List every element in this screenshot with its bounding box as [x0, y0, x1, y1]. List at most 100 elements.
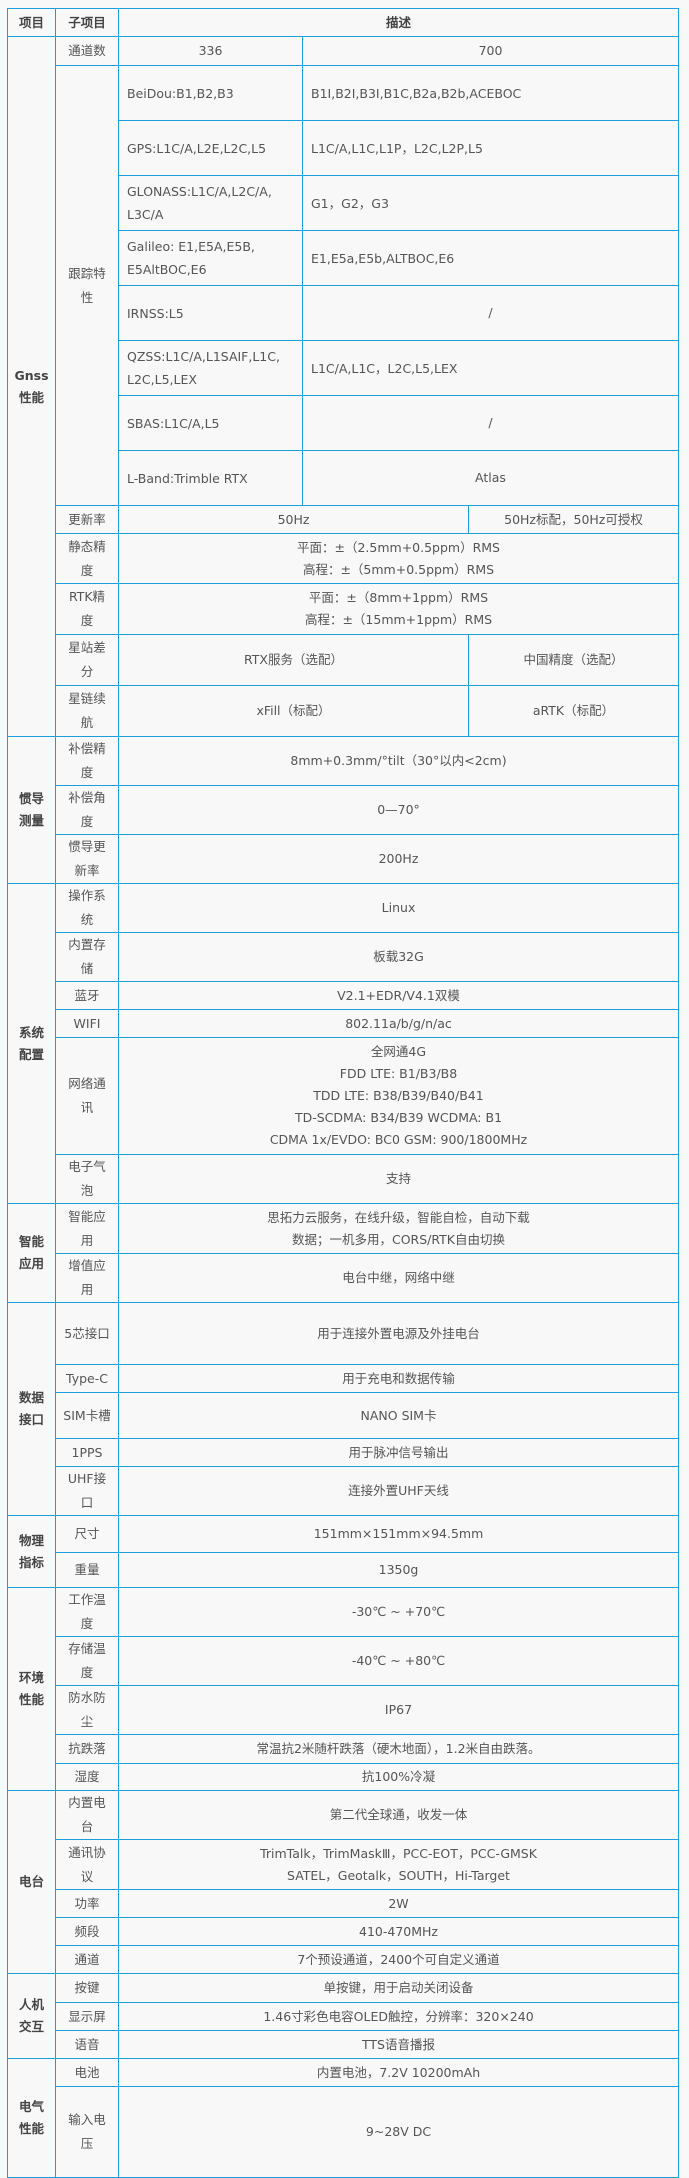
table-row: 人机 交互 按键 单按键，用于启动关闭设备: [7, 1973, 679, 2059]
subitem-label: 更新率: [55, 505, 119, 534]
description-cell: xFill（标配）: [118, 685, 469, 737]
cell-line: 抗100%冷凝: [361, 1769, 436, 1784]
cell-line: 智能: [18, 1234, 44, 1249]
cell-line: 性能: [18, 1692, 44, 1707]
description-cell: 常温抗2米随杆跌落（硬木地面），1.2米自由跌落。: [118, 1734, 679, 1764]
section-label: 人机 交互: [7, 1973, 56, 2059]
cell-line: 配置: [18, 1046, 44, 1062]
description-cell: 平面：±（8mm+1ppm）RMS 高程：±（15mm+1ppm）RMS: [118, 583, 679, 635]
description-cell: -30℃ ~ +70℃: [118, 1587, 679, 1637]
cell-line: 用于连接外置电源及外挂电台: [317, 1325, 480, 1341]
subitem-label: 增值应用: [55, 1253, 119, 1303]
description-cell: 9~28V DC: [118, 2086, 679, 2178]
description-cell: QZSS:L1C/A,L1SAIF,L1C, L2C,L5,LEX: [118, 340, 303, 396]
cell-line: 用于脉冲信号输出: [348, 1444, 449, 1460]
cell-line: 交互: [18, 2019, 44, 2034]
cell-line: L1C/A,L1C,L1P，L2C,L2P,L5: [311, 140, 483, 156]
cell-line: 电气: [18, 2099, 44, 2114]
description-cell: TTS语音播报: [118, 2030, 679, 2059]
section-label: 智能 应用: [7, 1203, 56, 1303]
subitem-label: 重量: [55, 1552, 119, 1588]
subitem-label: 智能应用: [55, 1203, 119, 1254]
cell-line: 平面：±（2.5mm+0.5ppm）RMS: [296, 539, 500, 555]
table-row: 惯导 测量 补偿精度 8mm+0.3mm/°tilt（30°以内<2cm): [7, 736, 679, 884]
cell-line: 连接外置UHF天线: [348, 1483, 449, 1498]
cell-line: L-Band:Trimble RTX: [127, 470, 248, 486]
description-cell: 连接外置UHF天线: [118, 1466, 679, 1516]
table-row: 1PPS 用于脉冲信号输出: [8, 1438, 679, 1467]
cell-line: 人机: [18, 1997, 44, 2012]
cell-line: Galileo: E1,E5A,E5B,: [127, 239, 255, 254]
table-row: 环境 性能 工作温度 -30℃ ~ +70℃: [7, 1587, 679, 1791]
cell-line: Atlas: [475, 470, 506, 485]
description-cell: L-Band:Trimble RTX: [118, 450, 303, 506]
subitem-label: WIFI: [55, 1009, 119, 1038]
cell-line: BeiDou:B1,B2,B3: [127, 85, 234, 101]
cell-line: 数据；一机多用，CORS/RTK自由切换: [291, 1231, 505, 1247]
cell-line: 环境: [18, 1670, 44, 1685]
cell-line: TTS语音播报: [362, 2036, 435, 2052]
description-cell: SBAS:L1C/A,L5: [118, 395, 303, 451]
cell-line: L2C,L5,LEX: [127, 372, 197, 387]
table-row: 功率 2W: [8, 1889, 679, 1918]
table-row: QZSS:L1C/A,L1SAIF,L1C, L2C,L5,LEX L1C/A,L1…: [8, 340, 679, 396]
subitem-label: 工作温度: [55, 1587, 119, 1637]
description-cell: 抗100%冷凝: [118, 1763, 679, 1791]
cell-line: 数据: [18, 1390, 44, 1405]
cell-line: GPS:L1C/A,L2E,L2C,L5: [127, 140, 267, 156]
section-label: 环境 性能: [7, 1587, 56, 1791]
cell-line: Linux: [381, 900, 416, 915]
subitem-label: 操作系统: [55, 883, 119, 933]
cell-line: IRNSS:L5: [127, 305, 184, 321]
cell-line: 惯导: [18, 791, 44, 806]
cell-line: 单按键，用于启动关闭设备: [323, 1980, 474, 1995]
subitem-label: 输入电压: [55, 2086, 119, 2178]
table-row: 电气 性能 电池 内置电池，7.2V 10200mAh: [7, 2058, 679, 2178]
cell-line: 0—70°: [377, 802, 420, 817]
cell-line: 高程：±（15mm+1ppm）RMS: [304, 612, 493, 627]
table-row: SIM卡槽 NANO SIM卡: [8, 1392, 679, 1439]
table-row: RTK精度 平面：±（8mm+1ppm）RMS 高程：±（15mm+1ppm）RMS: [8, 583, 679, 635]
subitem-label: 电子气泡: [55, 1154, 119, 1204]
cell-line: E1,E5a,E5b,ALTBOC,E6: [311, 250, 455, 266]
cell-line: 接口: [18, 1412, 44, 1427]
description-cell: 中国精度（选配）: [468, 634, 679, 686]
cell-line: 中国精度（选配）: [523, 652, 624, 667]
cell-line: RTX服务（选配）: [244, 652, 343, 667]
subitem-label: 网络通讯: [55, 1037, 119, 1155]
cell-line: E5AltBOC,E6: [127, 262, 207, 277]
description-cell: 内置电池，7.2V 10200mAh: [118, 2058, 679, 2087]
cell-line: SATEL，Geotalk，SOUTH，Hi-Target: [287, 1867, 510, 1883]
subitem-label: 尺寸: [55, 1515, 119, 1553]
cell-line: NANO SIM卡: [360, 1407, 437, 1423]
description-cell: 410-470MHz: [118, 1917, 679, 1946]
cell-line: 802.11a/b/g/n/ac: [345, 1015, 452, 1031]
description-cell: Galileo: E1,E5A,E5B, E5AltBOC,E6: [118, 230, 303, 286]
table-row: 增值应用 电台中继，网络中继: [8, 1253, 679, 1303]
section-label: Gnss 性能: [7, 36, 56, 737]
cell-line: 410-470MHz: [359, 1923, 438, 1939]
description-cell: Atlas: [302, 450, 679, 506]
description-cell: G1，G2，G3: [302, 175, 679, 231]
subitem-label: 通道数: [55, 36, 119, 66]
description-cell: /: [302, 395, 679, 451]
cell-line: TD-SCDMA: B34/B39 WCDMA: B1: [294, 1110, 503, 1125]
section-label: 物理 指标: [7, 1515, 56, 1588]
table-row: 湿度 抗100%冷凝: [8, 1763, 679, 1791]
cell-line: aRTK（标配）: [532, 703, 615, 718]
cell-line: 50Hz标配，50Hz可授权: [504, 511, 643, 527]
description-cell: 200Hz: [118, 834, 679, 884]
description-cell: 电台中继，网络中继: [118, 1253, 679, 1303]
cell-line: L3C/A: [127, 207, 164, 222]
cell-line: 700: [478, 43, 503, 58]
table-row: 防水防尘 IP67: [8, 1685, 679, 1735]
table-row: 补偿角度 0—70°: [8, 785, 679, 835]
header-item: 项目: [7, 8, 56, 37]
cell-line: 电台中继，网络中继: [342, 1270, 455, 1285]
description-cell: 151mm×151mm×94.5mm: [118, 1515, 679, 1553]
subitem-label: RTK精度: [55, 583, 119, 635]
subitem-label: 补偿精度: [55, 736, 119, 786]
table-row: 显示屏 1.46寸彩色电容OLED触控，分辨率：320×240: [8, 2002, 679, 2031]
table-row: 数据 接口 5芯接口 用于连接外置电源及外挂电台: [7, 1302, 679, 1516]
cell-line: L1C/A,L1C，L2C,L5,LEX: [311, 360, 458, 376]
